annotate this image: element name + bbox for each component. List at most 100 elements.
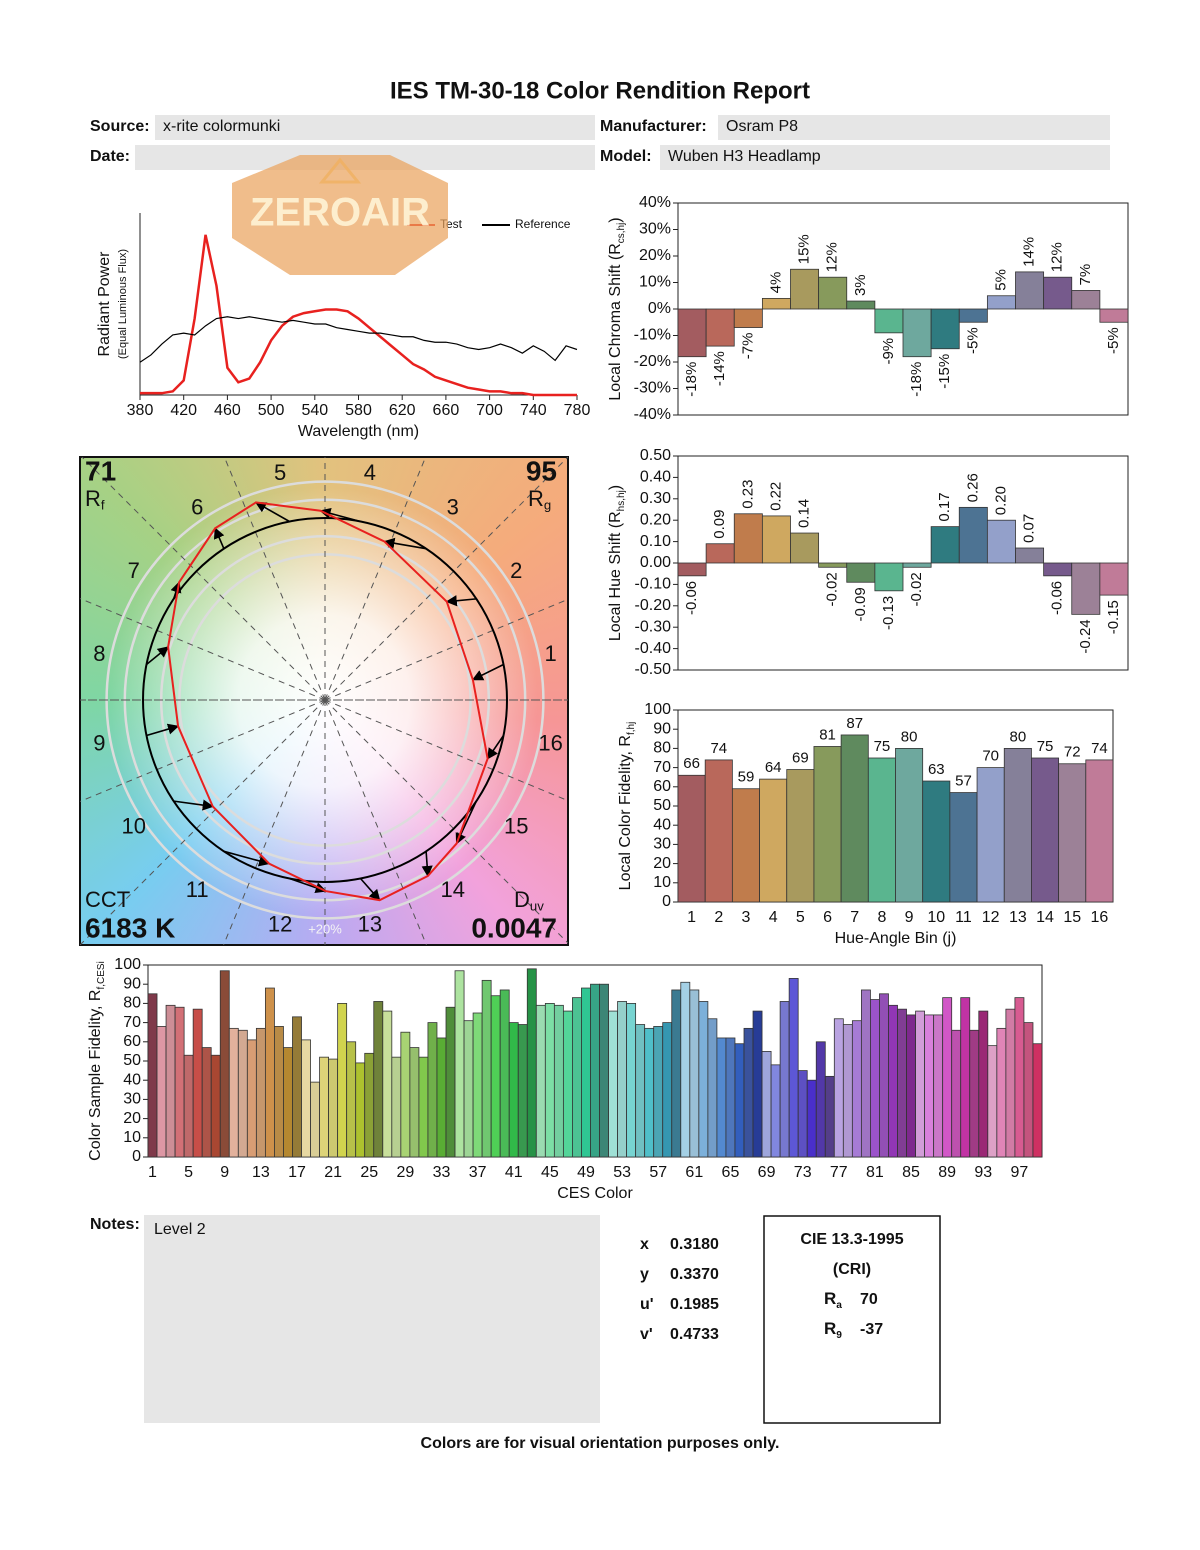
- bar: [572, 997, 582, 1158]
- value-label: 12%: [824, 242, 841, 272]
- notes-text: Level 2: [154, 1221, 206, 1238]
- x-tick-label: 53: [613, 1164, 631, 1181]
- bar: [472, 1012, 483, 1158]
- bin-label: 1: [544, 641, 556, 666]
- bar: [851, 1020, 862, 1158]
- field-label: Date:: [90, 148, 130, 165]
- y-tick-label: 10%: [639, 274, 671, 291]
- bar: [283, 1047, 293, 1158]
- x-tick-label: 85: [902, 1164, 920, 1181]
- value-label: -0.15: [1105, 600, 1122, 634]
- bar: [731, 788, 760, 903]
- bar: [976, 767, 1005, 903]
- y-tick-label: 100: [114, 956, 141, 973]
- field-label: Source:: [90, 118, 150, 135]
- bar: [797, 1070, 808, 1158]
- report-title: IES TM-30-18 Color Rendition Report: [390, 77, 810, 104]
- y-tick-label: 40: [123, 1071, 141, 1088]
- field-box: [155, 115, 595, 140]
- bar: [1043, 562, 1073, 577]
- bar: [210, 1054, 221, 1158]
- bin-label: 6: [191, 495, 203, 520]
- cri-symbol: R9: [824, 1319, 842, 1340]
- bar: [1032, 1043, 1043, 1158]
- bar: [427, 1022, 438, 1158]
- cri-symbol-sub: 9: [836, 1330, 842, 1341]
- shift-arrow: [486, 735, 505, 760]
- bar: [553, 1004, 564, 1158]
- shift-arrow: [145, 646, 169, 666]
- bin-boundary: [324, 457, 568, 701]
- bar: [328, 1058, 339, 1158]
- x-tick-label: 57: [649, 1164, 667, 1181]
- value-label: -0.09: [852, 587, 869, 621]
- bar: [949, 792, 978, 903]
- bar: [463, 1020, 474, 1158]
- x-tick-label: 13: [252, 1164, 270, 1181]
- bar: [897, 1008, 907, 1158]
- bin-label: 8: [93, 641, 105, 666]
- bar: [481, 979, 492, 1158]
- bar: [902, 562, 932, 568]
- x-tick-label: 25: [360, 1164, 378, 1181]
- bar: [986, 295, 1016, 310]
- bar: [874, 308, 904, 334]
- bin-boundary: [324, 699, 568, 802]
- y-axis-label-sub: f,hj: [626, 722, 637, 735]
- x-tick-label: 500: [258, 402, 285, 419]
- bar: [1085, 759, 1114, 903]
- y-tick-label: 50: [653, 797, 671, 814]
- shift-arrow: [319, 507, 361, 523]
- bar: [147, 993, 158, 1158]
- y-axis-label-main: Radiant Power: [96, 251, 113, 357]
- bar: [310, 1081, 320, 1158]
- x-tick-label: 580: [345, 402, 372, 419]
- field-label: Manufacturer:: [600, 118, 707, 135]
- y-tick-label: 70: [123, 1014, 141, 1031]
- y-tick-label: 80: [653, 740, 671, 757]
- bin-boundary: [324, 699, 428, 945]
- value-label: 0.17: [936, 492, 953, 521]
- field-box: [718, 115, 1110, 140]
- y-tick-label: 0: [132, 1148, 141, 1165]
- bar: [860, 989, 871, 1158]
- bin-label: 15: [504, 814, 528, 839]
- y-axis-label-main: Local Hue Shift (R: [607, 511, 624, 641]
- bar: [840, 734, 869, 903]
- value-label: 70: [982, 748, 999, 765]
- x-tick-label: 540: [301, 402, 328, 419]
- y-tick-label: 50: [123, 1052, 141, 1069]
- x-tick-label: 6: [823, 909, 832, 926]
- value-label: 81: [819, 726, 836, 743]
- value-label: 3%: [852, 274, 869, 296]
- value-label: 69: [792, 749, 809, 766]
- x-axis-label: Hue-Angle Bin (j): [835, 930, 957, 947]
- x-tick-label: 9: [905, 909, 914, 926]
- bar: [846, 300, 876, 310]
- x-tick-label: 15: [1063, 909, 1081, 926]
- value-label: -0.13: [880, 596, 897, 630]
- bar: [373, 1001, 384, 1158]
- chromaticity-value: 0.3180: [670, 1236, 719, 1253]
- value-label: 75: [874, 738, 891, 755]
- y-axis-label-end: ): [607, 217, 624, 222]
- bar: [770, 1064, 781, 1158]
- value-label: 14%: [1021, 237, 1038, 267]
- x-tick-label: 69: [758, 1164, 776, 1181]
- value-label: 66: [683, 755, 700, 772]
- bar: [888, 1004, 898, 1158]
- bar: [246, 1039, 257, 1158]
- bar: [1015, 547, 1045, 564]
- bar: [761, 515, 791, 564]
- bar: [264, 987, 275, 1158]
- value-label: 64: [765, 759, 782, 776]
- chromaticity-value: 0.4733: [670, 1326, 719, 1343]
- cri-subtitle: (CRI): [833, 1261, 871, 1278]
- y-axis-label-main: Color Sample Fidelity, R: [87, 990, 104, 1161]
- bar: [400, 1031, 411, 1158]
- value-label: -9%: [880, 338, 897, 365]
- bin-label: 3: [447, 495, 459, 520]
- x-tick-label: 2: [714, 909, 723, 926]
- bar: [590, 983, 600, 1158]
- bar: [930, 308, 960, 350]
